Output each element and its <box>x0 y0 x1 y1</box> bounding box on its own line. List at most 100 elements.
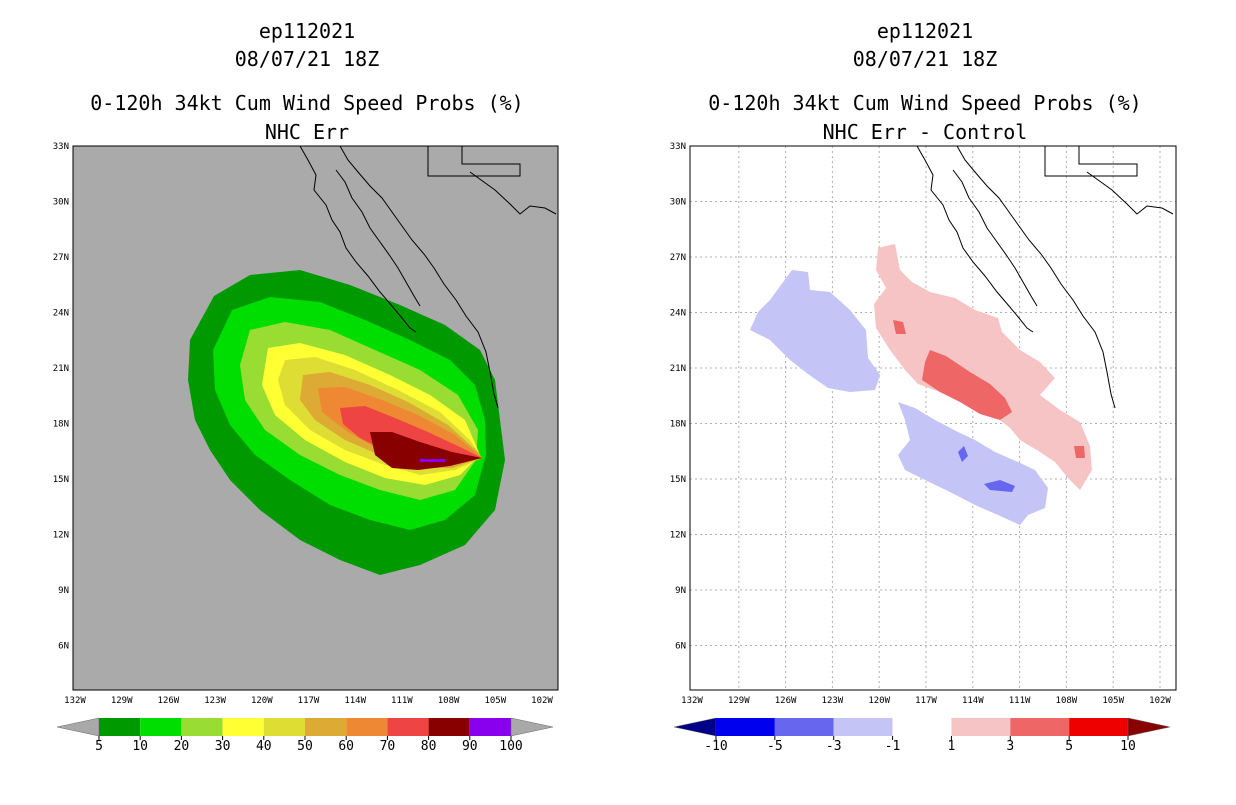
right-lon-label: 126W <box>775 696 797 706</box>
right-map-background <box>690 146 1176 690</box>
left-colorbar-swatch <box>140 718 182 736</box>
left-colorbar-swatch <box>99 718 141 736</box>
right-colorbar-arrow-right <box>1127 717 1171 737</box>
left-map: 33N 30N 27N 24N 21N 18N 15N 12N 9N 6N 132W 129W 126… <box>53 142 559 706</box>
right-colorbar-swatch <box>774 718 834 736</box>
right-lat-labels: 33N 30N 27N 24N 21N 18N 15N 12N 9N 6N <box>670 142 686 652</box>
left-lat-label: 21N <box>53 364 69 374</box>
right-map: 33N 30N 27N 24N 21N 18N 15N 12N 9N 6N 132W 129W 126… <box>670 142 1177 706</box>
right-coastline <box>916 146 1174 409</box>
left-colorbar-label: 50 <box>297 739 313 754</box>
right-colorbar-swatch <box>892 718 952 736</box>
left-lat-label: 6N <box>58 642 69 652</box>
left-colorbar-label: 60 <box>338 739 354 754</box>
left-colorbar-swatch <box>469 718 511 736</box>
left-colorbar: 5 10 20 30 40 50 60 70 80 90 100 <box>56 717 554 754</box>
right-colorbar-arrow-left <box>673 717 717 737</box>
left-colorbar-label: 40 <box>256 739 272 754</box>
right-map-frame <box>689 145 1177 691</box>
right-colorbar-label: -3 <box>826 739 842 754</box>
diff-contour-neg-light-south <box>898 402 1048 525</box>
right-lon-label: 129W <box>728 696 750 706</box>
left-colorbar-swatch <box>428 718 470 736</box>
right-lat-label: 18N <box>670 420 686 430</box>
left-colorbar-swatch <box>181 718 223 736</box>
left-lon-label: 111W <box>391 696 413 706</box>
left-probability-contours <box>188 270 505 575</box>
right-lon-label: 114W <box>962 696 984 706</box>
left-lon-label: 126W <box>158 696 180 706</box>
left-map-frame <box>72 145 559 691</box>
left-colorbar-swatch <box>305 718 347 736</box>
left-colorbar-swatch <box>387 718 429 736</box>
left-lat-label: 30N <box>53 198 69 208</box>
left-lon-label: 114W <box>344 696 366 706</box>
left-lon-label: 105W <box>484 696 506 706</box>
diff-contour-pos-mid-1 <box>922 350 1012 420</box>
right-lat-label: 30N <box>670 198 686 208</box>
left-colorbar-arrow-right <box>510 717 554 737</box>
right-lat-label: 12N <box>670 531 686 541</box>
right-colorbar-swatch <box>1069 718 1128 736</box>
right-colorbar-swatch <box>833 718 893 736</box>
right-lon-label: 123W <box>822 696 844 706</box>
diff-contour-pos-mid-2 <box>893 320 906 334</box>
right-colorbar-label: -10 <box>704 739 727 754</box>
right-colorbar-label: 1 <box>948 739 956 754</box>
right-colorbar-label: 3 <box>1006 739 1014 754</box>
left-colorbar-arrow-left <box>56 717 100 737</box>
right-product-title: 0-120h 34kt Cum Wind Speed Probs (%) <box>708 91 1141 115</box>
prob-contour-80 <box>370 432 482 470</box>
right-lat-label: 15N <box>670 475 686 485</box>
right-colorbar-label: 10 <box>1120 739 1136 754</box>
right-lon-label: 102W <box>1149 696 1171 706</box>
right-lon-label: 117W <box>915 696 937 706</box>
right-colorbar-label: -5 <box>767 739 783 754</box>
left-lon-label: 129W <box>111 696 133 706</box>
right-storm-id: ep112021 <box>877 19 973 43</box>
right-lat-label: 27N <box>670 253 686 263</box>
left-colorbar-label: 90 <box>462 739 478 754</box>
right-lat-label: 9N <box>675 586 686 596</box>
prob-contour-90 <box>420 459 445 462</box>
right-lat-label: 6N <box>675 642 686 652</box>
left-lat-label: 27N <box>53 253 69 263</box>
left-colorbar-label: 70 <box>380 739 396 754</box>
left-panel: ep112021 08/07/21 18Z 0-120h 34kt Cum Wi… <box>53 19 559 754</box>
right-lon-label: 120W <box>868 696 890 706</box>
left-colorbar-swatch <box>346 718 388 736</box>
right-lon-labels: 132W 129W 126W 123W 120W 117W 114W 111W 108W 105W… <box>681 696 1171 706</box>
left-colorbar-label: 80 <box>421 739 437 754</box>
right-datetime: 08/07/21 18Z <box>853 47 998 71</box>
left-subtitle: NHC Err <box>265 120 349 144</box>
left-lat-label: 15N <box>53 475 69 485</box>
right-lat-label: 24N <box>670 309 686 319</box>
left-lat-label: 12N <box>53 531 69 541</box>
right-panel: ep112021 08/07/21 18Z 0-120h 34kt Cum Wi… <box>670 19 1177 754</box>
right-lon-label: 105W <box>1102 696 1124 706</box>
left-colorbar-swatch <box>263 718 305 736</box>
left-lon-label: 132W <box>64 696 86 706</box>
right-lon-label: 132W <box>681 696 703 706</box>
left-colorbar-label: 10 <box>132 739 148 754</box>
left-colorbar-label: 30 <box>215 739 231 754</box>
right-lon-label: 108W <box>1056 696 1078 706</box>
diff-contour-pos-light <box>874 244 1092 490</box>
left-lat-label: 18N <box>53 420 69 430</box>
diff-contour-pos-mid-3 <box>1074 446 1085 458</box>
left-lat-label: 24N <box>53 309 69 319</box>
diff-contour-neg-mid-2 <box>958 446 968 462</box>
left-colorbar-label: 100 <box>499 739 522 754</box>
left-lon-label: 120W <box>251 696 273 706</box>
left-colorbar-label: 5 <box>95 739 103 754</box>
left-storm-id: ep112021 <box>259 19 355 43</box>
right-colorbar-swatch <box>716 718 775 736</box>
left-lon-label: 108W <box>438 696 460 706</box>
left-coastline-drawn <box>299 146 557 409</box>
prob-contour-70 <box>340 406 482 463</box>
left-datetime: 08/07/21 18Z <box>235 47 380 71</box>
right-subtitle: NHC Err - Control <box>823 120 1028 144</box>
left-lon-label: 102W <box>531 696 553 706</box>
